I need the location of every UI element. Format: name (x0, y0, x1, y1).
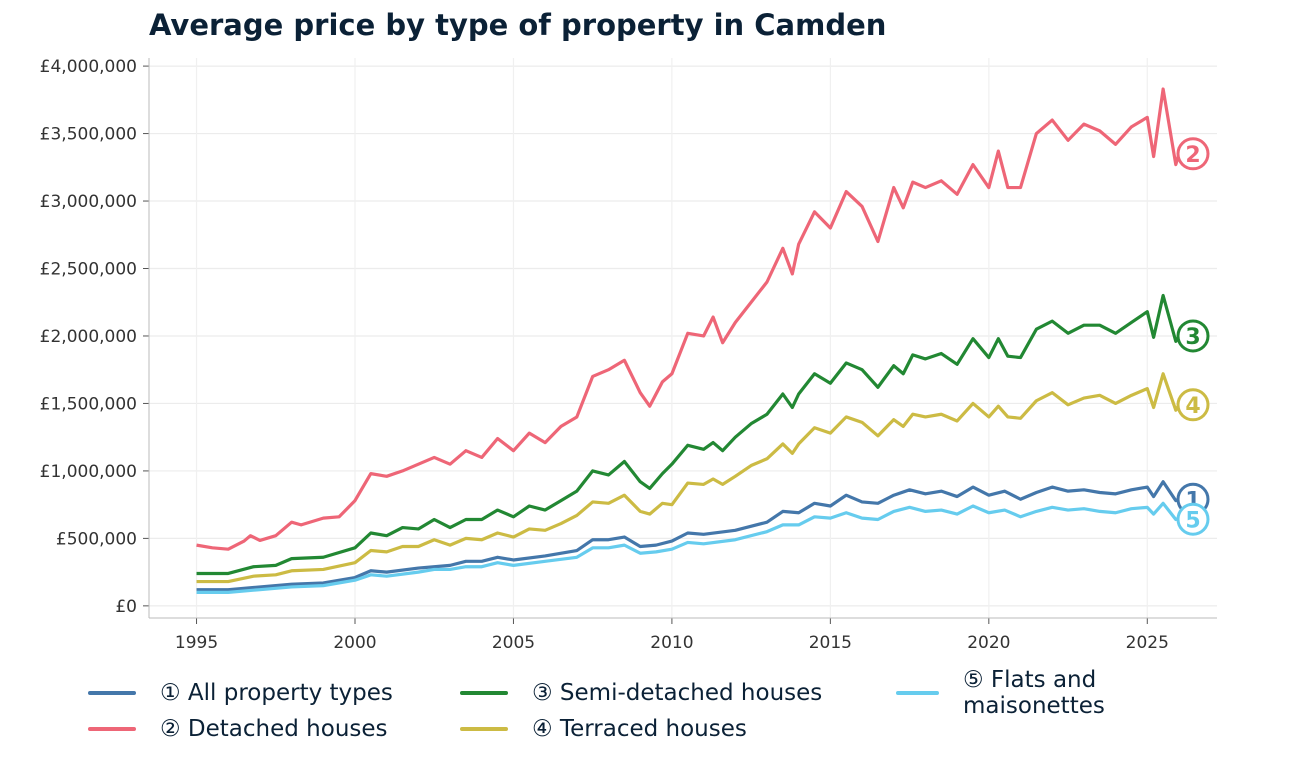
end-label-circle (1176, 137, 1210, 171)
legend-item: ① All property types (88, 678, 460, 708)
legend-label: ⑤ Flats and maisonettes (963, 667, 1105, 719)
legend-label: ④ Terraced houses (532, 716, 747, 742)
x-tick-label: 2020 (967, 633, 1010, 653)
chart-title: Average price by type of property in Cam… (149, 8, 887, 42)
y-tick-label: £1,500,000 (40, 394, 137, 414)
end-label-2: 2 (1176, 137, 1210, 171)
legend: ① All property types ③ Semi-detached hous… (88, 667, 1216, 744)
y-tick-label: £3,000,000 (40, 192, 137, 212)
legend-label: ① All property types (160, 680, 393, 706)
legend-item: ⑤ Flats and maisonettes (896, 667, 1216, 719)
line-chart: £0 £500,000 £1,000,000 £1,500,000 £2,000,000… (40, 57, 1217, 653)
y-tick-label: £4,000,000 (40, 57, 137, 77)
end-label-text: 3 (1185, 325, 1200, 350)
legend-item: ④ Terraced houses (460, 714, 896, 744)
end-label-5: 5 (1176, 502, 1210, 536)
x-tick-label: 1995 (175, 633, 218, 653)
x-tick-label: 2015 (809, 633, 852, 653)
x-tick-label: 2025 (1126, 633, 1169, 653)
series-line-3 (196, 293, 1181, 576)
end-label-3: 3 (1176, 319, 1210, 353)
series-line-1 (196, 480, 1180, 592)
end-label-text: 4 (1185, 394, 1200, 419)
legend-swatch (896, 691, 939, 695)
series-line-5 (196, 501, 1180, 594)
legend-label: ③ Semi-detached houses (532, 680, 823, 706)
y-tick-label: £2,500,000 (40, 260, 137, 280)
legend-item: ③ Semi-detached houses (460, 678, 896, 708)
end-label-4: 4 (1176, 388, 1210, 422)
y-tick-label: £2,000,000 (40, 327, 137, 347)
end-label-circle (1176, 319, 1210, 353)
end-label-text: 5 (1185, 508, 1200, 533)
y-tick-label: £500,000 (56, 529, 137, 549)
legend-swatch (460, 691, 508, 695)
legend-label: ② Detached houses (160, 716, 388, 742)
legend-swatch (460, 727, 508, 731)
y-tick-label: £3,500,000 (40, 125, 137, 145)
series-line-4 (196, 372, 1181, 584)
legend-item: ② Detached houses (88, 714, 460, 744)
end-label-circle (1176, 388, 1210, 422)
legend-swatch (88, 727, 136, 731)
end-label-text: 2 (1185, 143, 1200, 168)
x-tick-label: 2010 (650, 633, 693, 653)
x-tick-label: 2005 (492, 633, 535, 653)
y-tick-label: £1,000,000 (40, 462, 137, 482)
x-tick-label: 2000 (333, 633, 376, 653)
legend-swatch (88, 691, 136, 695)
y-tick-label: £0 (115, 597, 137, 617)
series-line-2 (196, 87, 1181, 551)
end-label-circle (1176, 502, 1210, 536)
